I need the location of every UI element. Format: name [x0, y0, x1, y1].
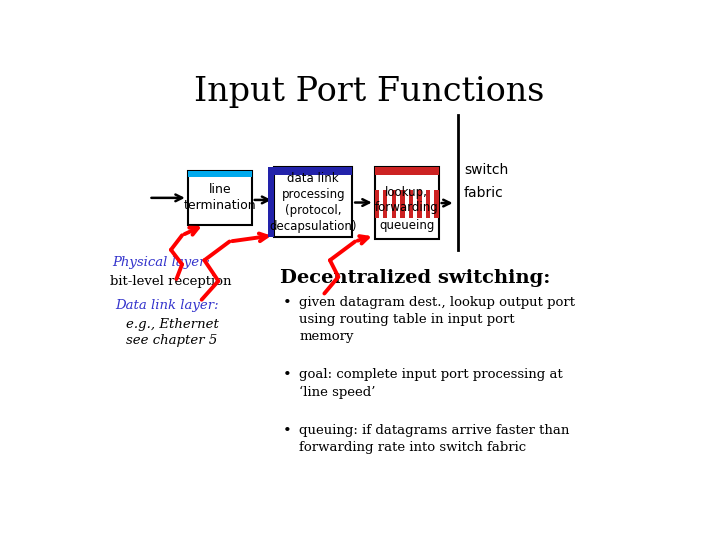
- Text: •: •: [282, 424, 292, 438]
- Text: given datagram dest., lookup output port
using routing table in input port
memor: given datagram dest., lookup output port…: [300, 295, 575, 342]
- Text: Input Port Functions: Input Port Functions: [194, 76, 544, 108]
- Bar: [188, 171, 252, 225]
- Text: lookup,
forwarding: lookup, forwarding: [375, 186, 438, 214]
- Bar: [274, 167, 352, 238]
- Text: e.g., Ethernet: e.g., Ethernet: [126, 318, 219, 331]
- Bar: [434, 190, 438, 218]
- Text: Decentralized switching:: Decentralized switching:: [280, 268, 550, 287]
- Text: •: •: [282, 295, 292, 309]
- Text: line
termination: line termination: [184, 184, 256, 212]
- Bar: [409, 190, 413, 218]
- Bar: [426, 190, 430, 218]
- Text: •: •: [282, 368, 292, 382]
- Bar: [418, 190, 422, 218]
- Bar: [269, 167, 274, 238]
- Bar: [400, 190, 405, 218]
- Text: goal: complete input port processing at
‘line speed’: goal: complete input port processing at …: [300, 368, 563, 399]
- Text: data link
processing
(protocol,
decapsulation): data link processing (protocol, decapsul…: [269, 172, 357, 233]
- Bar: [374, 167, 438, 239]
- Text: bit-level reception: bit-level reception: [109, 274, 231, 287]
- Text: Physical layer:: Physical layer:: [112, 256, 210, 269]
- Bar: [188, 171, 252, 177]
- Bar: [374, 167, 438, 176]
- Text: Data link layer:: Data link layer:: [115, 300, 219, 313]
- Bar: [374, 190, 379, 218]
- Bar: [274, 167, 352, 175]
- Text: switch
fabric: switch fabric: [464, 163, 508, 200]
- Text: queueing: queueing: [379, 219, 434, 232]
- Text: queuing: if datagrams arrive faster than
forwarding rate into switch fabric: queuing: if datagrams arrive faster than…: [300, 424, 570, 455]
- Text: see chapter 5: see chapter 5: [126, 334, 217, 347]
- Bar: [392, 190, 396, 218]
- Bar: [383, 190, 387, 218]
